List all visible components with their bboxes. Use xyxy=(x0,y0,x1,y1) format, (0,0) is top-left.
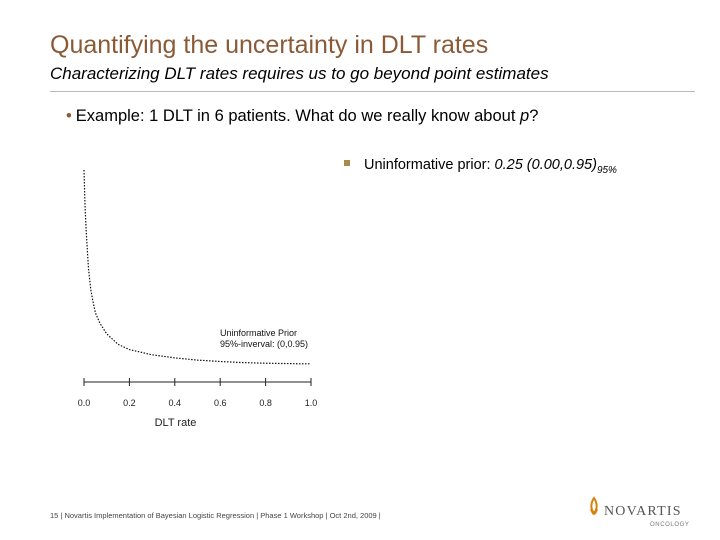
brand-division: ONCOLOGY xyxy=(650,522,689,528)
prior-subscript: 95% xyxy=(596,165,617,176)
prior-label: Uninformative prior: xyxy=(364,157,495,173)
annotation-line-2: 95%-inverval: (0,0.95) xyxy=(220,339,308,349)
prior-value: 0.25 (0.00,0.95) xyxy=(494,157,597,173)
bullet-prior: Uninformative prior: 0.25 (0.00,0.95)95% xyxy=(344,157,617,176)
x-tick-label: 1.0 xyxy=(305,398,318,408)
prior-density-chart: 0.0 0.2 0.4 0.6 0.8 1.0 Uninformative Prior 9… xyxy=(78,169,318,429)
slide-subtitle: Characterizing DLT rates requires us to … xyxy=(50,64,549,83)
example-text: Example: 1 DLT in 6 patients. What do we… xyxy=(75,107,516,125)
bullet-dot-icon: • xyxy=(66,107,72,125)
x-tick-label: 0.2 xyxy=(123,398,136,408)
annotation-line-1: Uninformative Prior xyxy=(220,328,297,338)
x-tick-label: 0.4 xyxy=(169,398,182,408)
title-divider xyxy=(50,91,695,92)
novartis-logo: NOVARTIS ONCOLOGY xyxy=(590,496,689,528)
x-axis-label: DLT rate xyxy=(155,417,197,429)
slide-title: Quantifying the uncertainty in DLT rates xyxy=(50,31,489,59)
bullet-square-icon xyxy=(344,160,350,167)
x-ticks-group: 0.0 0.2 0.4 0.6 0.8 1.0 xyxy=(78,378,318,408)
x-tick-label: 0.8 xyxy=(259,398,272,408)
prior-density-curve xyxy=(83,169,311,365)
example-question: ? xyxy=(529,107,539,125)
x-tick-label: 0.0 xyxy=(78,398,91,408)
example-variable: p xyxy=(520,107,530,125)
novartis-flame-icon xyxy=(590,496,598,515)
bullet-example: • Example: 1 DLT in 6 patients. What do w… xyxy=(66,107,538,126)
footer-text: 15 | Novartis Implementation of Bayesian… xyxy=(50,511,381,520)
x-tick-label: 0.6 xyxy=(214,398,227,408)
brand-name: NOVARTIS xyxy=(604,504,682,519)
